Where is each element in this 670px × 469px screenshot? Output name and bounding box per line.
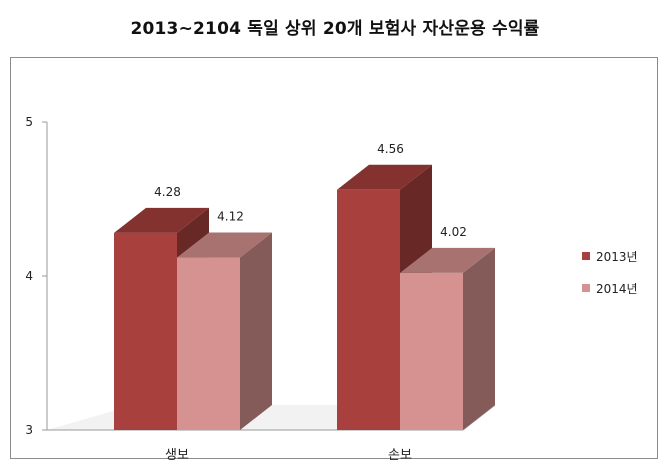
y-tick-label: 4 bbox=[25, 269, 33, 283]
legend-label: 2014년 bbox=[596, 282, 638, 296]
bar-top bbox=[400, 247, 495, 273]
bar bbox=[114, 232, 177, 430]
bar-top bbox=[114, 207, 209, 233]
bar-side bbox=[463, 247, 495, 430]
bar bbox=[337, 189, 400, 430]
data-label: 4.28 bbox=[154, 185, 181, 199]
legend-swatch bbox=[582, 252, 590, 260]
y-tick-label: 5 bbox=[25, 115, 33, 129]
data-label: 4.02 bbox=[440, 225, 467, 239]
legend-label: 2013년 bbox=[596, 250, 638, 264]
x-tick-label: 생보 bbox=[165, 448, 189, 463]
bar-top bbox=[177, 232, 272, 258]
bar bbox=[400, 272, 463, 430]
bar-side bbox=[240, 232, 272, 430]
data-label: 4.12 bbox=[217, 210, 244, 224]
bar-top bbox=[337, 164, 432, 190]
y-tick-label: 3 bbox=[25, 423, 33, 437]
bar bbox=[177, 257, 240, 430]
x-tick-label: 손보 bbox=[388, 448, 412, 463]
data-label: 4.56 bbox=[377, 142, 404, 156]
chart-title: 2013~2104 독일 상위 20개 보험사 자산운용 수익률 bbox=[130, 19, 540, 39]
legend-swatch bbox=[582, 284, 590, 292]
